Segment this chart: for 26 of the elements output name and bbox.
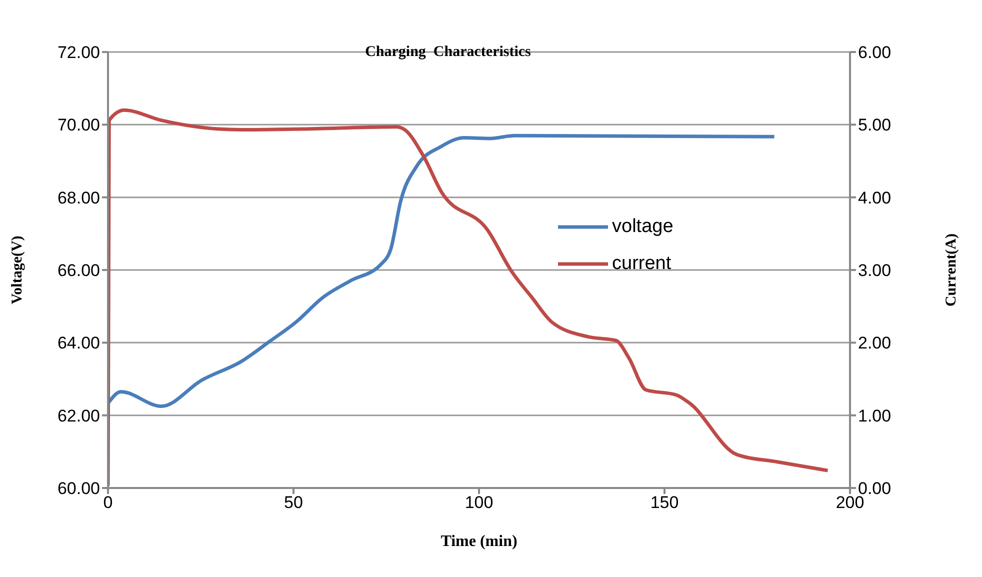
x-tick-label: 150	[650, 493, 679, 512]
y-tick-label: 72.00	[57, 43, 100, 62]
y-tick-label: 66.00	[57, 261, 100, 280]
line-series	[108, 108, 830, 488]
y2-tick-label: 6.00	[858, 43, 892, 62]
y2-axis-title: Current(A)	[943, 233, 960, 307]
x-tick-label: 100	[464, 493, 494, 512]
x-tick-label: 50	[284, 493, 303, 512]
legend-label: current	[612, 252, 672, 274]
x-axis-title: Time (min)	[440, 533, 518, 550]
y-tick-label: 60.00	[57, 479, 100, 498]
y-axis-title: Voltage(V)	[9, 236, 26, 304]
y2-tick-label: 3.00	[858, 261, 892, 280]
y2-tick-label: 1.00	[858, 406, 892, 426]
line-series	[108, 134, 776, 408]
y-tick-label: 62.00	[57, 406, 100, 426]
y2-tick-label: 2.00	[858, 334, 892, 353]
y2-tick-label: 4.00	[858, 188, 892, 208]
y-tick-label: 70.00	[57, 116, 100, 135]
y2-tick-label: 5.00	[858, 116, 892, 135]
x-tick-label: 0	[103, 493, 113, 512]
x-tick-label: 200	[836, 493, 864, 512]
legend-label: voltage	[612, 216, 674, 238]
y-tick-label: 64.00	[57, 334, 100, 353]
y-tick-label: 68.00	[57, 188, 100, 208]
chart-title: Charging Characteristics	[365, 44, 532, 60]
